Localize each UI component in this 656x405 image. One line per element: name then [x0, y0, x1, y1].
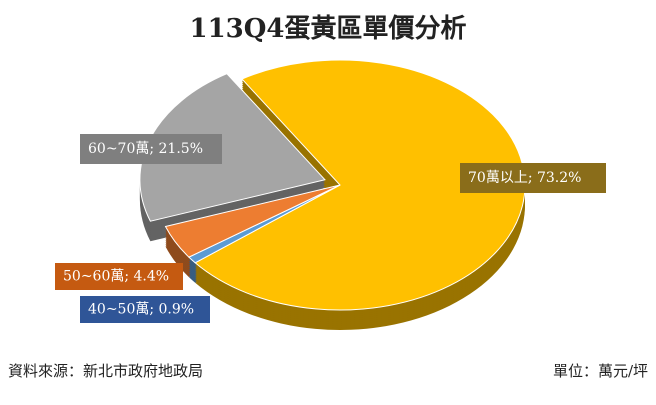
label-box — [55, 263, 183, 290]
value-label: ; 0.9% — [149, 302, 194, 318]
category-label: 60~70萬 — [88, 141, 149, 157]
category-label: 70萬以上 — [468, 170, 528, 186]
labels: 70萬以上; 73.2% 40~50萬; 0.9% 50~60萬; 4.4% 60~7… — [55, 134, 606, 323]
data-label: 60~70萬; 21.5% — [88, 141, 203, 157]
label-box — [80, 134, 222, 164]
category-label: 40~50萬 — [88, 302, 149, 318]
label-box — [460, 163, 606, 193]
source-note: 資料來源：新北市政府地政局 — [8, 362, 203, 380]
slice — [194, 59, 526, 311]
chart-title: 113Q4蛋黃區單價分析 — [189, 14, 466, 44]
data-label: 70萬以上; 73.2% — [468, 170, 581, 186]
category-label: 50~60萬 — [63, 269, 124, 285]
value-label: ; 4.4% — [124, 269, 169, 285]
data-label: 40~50萬; 0.9% — [88, 302, 194, 318]
unit-note: 單位：萬元/坪 — [553, 362, 648, 380]
slice — [164, 184, 341, 258]
label-box — [80, 296, 210, 323]
data-label: 50~60萬; 4.4% — [63, 269, 169, 285]
value-label: ; 21.5% — [149, 141, 203, 157]
pie — [139, 59, 526, 330]
value-label: ; 73.2% — [528, 170, 582, 186]
